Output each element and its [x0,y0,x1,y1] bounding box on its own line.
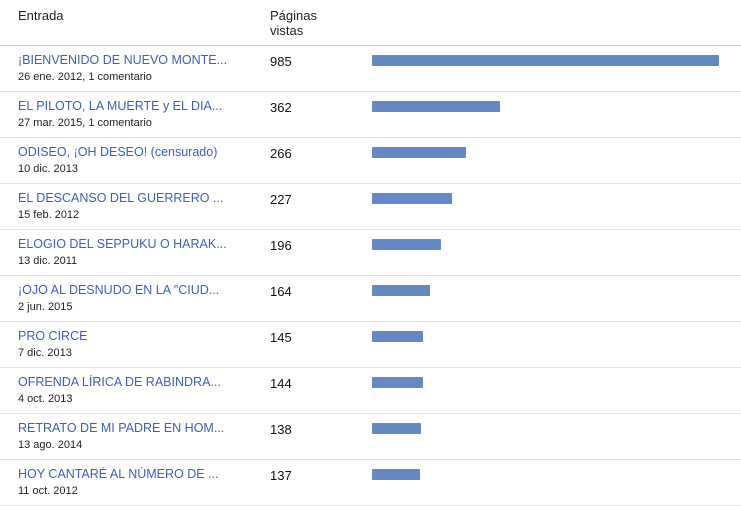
post-title-link[interactable]: ¡BIENVENIDO DE NUEVO MONTE... [18,53,228,67]
bar-cell [372,53,741,66]
views-cell: 144 [270,375,372,393]
post-date: 4 oct. 2013 [18,393,73,405]
bar-cell [372,191,741,204]
views-bar [372,285,430,296]
views-bar [372,469,421,480]
table-body: ¡BIENVENIDO DE NUEVO MONTE... 26 ene. 20… [0,46,741,506]
bar-cell [372,467,741,480]
views-bar [372,147,466,158]
views-bar-track [372,285,719,296]
views-bar [372,101,500,112]
views-bar-track [372,423,719,434]
post-date: 13 dic. 2011 [18,255,78,267]
entry-cell: ¡OJO AL DESNUDO EN LA "CIUD... 2 jun. 20… [18,283,270,314]
post-date: 15 feb. 2012 [18,209,80,221]
views-bar [372,193,452,204]
table-row: OFRENDA LÍRICA DE RABINDRA... 4 oct. 201… [0,368,741,414]
views-cell: 196 [270,237,372,255]
views-cell: 266 [270,145,372,163]
entry-cell: EL DESCANSO DEL GUERRERO ... 15 feb. 201… [18,191,270,222]
entry-cell: HOY CANTARÉ AL NÚMERO DE ... 11 oct. 201… [18,467,270,498]
views-cell: 362 [270,99,372,117]
post-title-link[interactable]: ODISEO, ¡OH DESEO! (censurado) [18,145,218,159]
table-row: ¡BIENVENIDO DE NUEVO MONTE... 26 ene. 20… [0,46,741,92]
post-date: 10 dic. 2013 [18,163,78,175]
bar-cell [372,145,741,158]
post-date: 11 oct. 2012 [18,485,78,497]
bar-cell [372,283,741,296]
entry-cell: RETRATO DE MI PADRE EN HOM... 13 ago. 20… [18,421,270,452]
views-bar-track [372,377,719,388]
views-cell: 137 [270,467,372,485]
table-row: RETRATO DE MI PADRE EN HOM... 13 ago. 20… [0,414,741,460]
entry-cell: ODISEO, ¡OH DESEO! (censurado) 10 dic. 2… [18,145,270,176]
table-row: ELOGIO DEL SEPPUKU O HARAK... 13 dic. 20… [0,230,741,276]
post-title-link[interactable]: PRO CIRCE [18,329,88,343]
views-bar-track [372,469,719,480]
views-count: 985 [270,54,292,69]
views-cell: 145 [270,329,372,347]
views-bar-track [372,147,719,158]
post-title-link[interactable]: OFRENDA LÍRICA DE RABINDRA... [18,375,221,389]
bar-cell [372,99,741,112]
entry-cell: OFRENDA LÍRICA DE RABINDRA... 4 oct. 201… [18,375,270,406]
post-date: 26 ene. 2012, 1 comentario [18,71,152,83]
table-row: ODISEO, ¡OH DESEO! (censurado) 10 dic. 2… [0,138,741,184]
table-row: HOY CANTARÉ AL NÚMERO DE ... 11 oct. 201… [0,460,741,506]
table-row: EL PILOTO, LA MUERTE y EL DIA... 27 mar.… [0,92,741,138]
views-count: 144 [270,376,292,391]
views-bar [372,55,719,66]
views-bar [372,377,423,388]
post-date: 7 dic. 2013 [18,347,72,359]
post-date: 2 jun. 2015 [18,301,73,313]
views-bar-track [372,101,719,112]
views-cell: 227 [270,191,372,209]
views-count: 138 [270,422,292,437]
column-header-views-line2: vistas [270,23,304,38]
entry-cell: ¡BIENVENIDO DE NUEVO MONTE... 26 ene. 20… [18,53,270,84]
post-date: 13 ago. 2014 [18,439,83,451]
post-title-link[interactable]: HOY CANTARÉ AL NÚMERO DE ... [18,467,219,481]
bar-cell [372,375,741,388]
views-count: 145 [270,330,292,345]
post-title-link[interactable]: EL PILOTO, LA MUERTE y EL DIA... [18,99,223,113]
views-bar-track [372,193,719,204]
views-bar [372,239,442,250]
views-count: 227 [270,192,292,207]
post-title-link[interactable]: EL DESCANSO DEL GUERRERO ... [18,191,224,205]
table-row: PRO CIRCE 7 dic. 2013 145 [0,322,741,368]
column-header-entry: Entrada [18,8,64,23]
bar-cell [372,237,741,250]
entry-cell: ELOGIO DEL SEPPUKU O HARAK... 13 dic. 20… [18,237,270,268]
views-count: 137 [270,468,292,483]
post-date: 27 mar. 2015, 1 comentario [18,117,152,129]
bar-cell [372,329,741,342]
post-title-link[interactable]: ELOGIO DEL SEPPUKU O HARAK... [18,237,227,251]
views-cell: 164 [270,283,372,301]
views-count: 266 [270,146,292,161]
views-bar [372,423,421,434]
table-row: EL DESCANSO DEL GUERRERO ... 15 feb. 201… [0,184,741,230]
views-count: 196 [270,238,292,253]
table-header: Entrada Páginas vistas [0,0,741,46]
column-header-views: Páginas vistas [270,8,372,38]
column-header-views-line1: Páginas [270,8,317,23]
views-bar-track [372,331,719,342]
views-count: 362 [270,100,292,115]
views-bar-track [372,239,719,250]
views-bar [372,331,424,342]
views-cell: 985 [270,53,372,71]
views-cell: 138 [270,421,372,439]
views-count: 164 [270,284,292,299]
entry-cell: PRO CIRCE 7 dic. 2013 [18,329,270,360]
post-title-link[interactable]: ¡OJO AL DESNUDO EN LA "CIUD... [18,283,220,297]
table-row: ¡OJO AL DESNUDO EN LA "CIUD... 2 jun. 20… [0,276,741,322]
bar-cell [372,421,741,434]
entry-cell: EL PILOTO, LA MUERTE y EL DIA... 27 mar.… [18,99,270,130]
views-bar-track [372,55,719,66]
post-title-link[interactable]: RETRATO DE MI PADRE EN HOM... [18,421,225,435]
